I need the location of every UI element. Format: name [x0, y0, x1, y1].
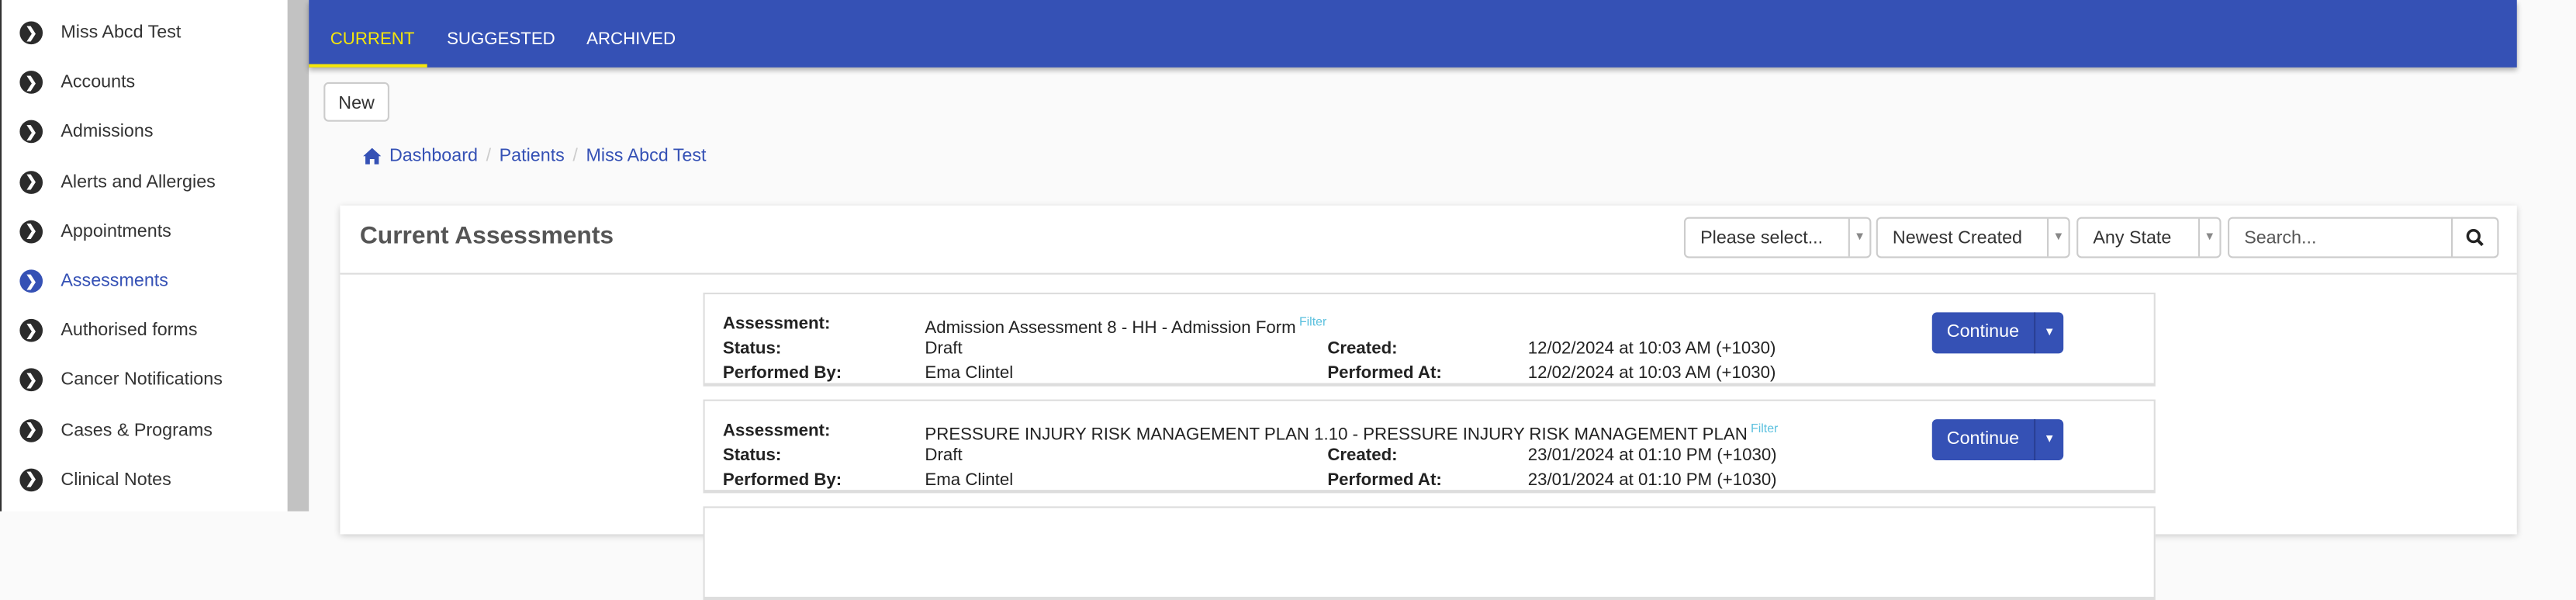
- sort-select[interactable]: Newest Created ▼: [1876, 217, 2070, 258]
- sidebar-item-label: Appointments: [61, 221, 171, 241]
- assessment-name-text: Admission Assessment 8 - HH - Admission …: [925, 317, 1296, 338]
- assessment-card: Assessment: Admission Assessment 8 - HH …: [703, 293, 2156, 387]
- caret-down-icon: ▼: [2047, 218, 2069, 257]
- type-select-value: Please select...: [1700, 228, 1824, 248]
- sidebar-item[interactable]: ❯ Admissions: [2, 107, 288, 157]
- home-icon: [363, 147, 382, 165]
- sidebar-item[interactable]: ❯ Miss Abcd Test: [2, 9, 288, 58]
- caret-down-icon: ▼: [1848, 218, 1870, 257]
- panel-title: Current Assessments: [359, 221, 614, 250]
- search-icon: [2466, 228, 2484, 247]
- assessment-name: PRESSURE INJURY RISK MANAGEMENT PLAN 1.1…: [925, 421, 1778, 445]
- assessment-name: Admission Assessment 8 - HH - Admission …: [925, 314, 1326, 338]
- continue-button[interactable]: Continue: [1932, 312, 2036, 354]
- continue-button-group: Continue ▼: [1931, 419, 2064, 461]
- created-value: 23/01/2024 at 01:10 PM (+1030): [1527, 445, 1777, 466]
- sidebar-item-label: Authorised forms: [61, 321, 198, 341]
- search-input[interactable]: [2228, 217, 2453, 258]
- status-value: Draft: [925, 445, 963, 466]
- continue-button-group: Continue ▼: [1931, 312, 2064, 354]
- chevron-right-circle-icon: ❯: [19, 319, 43, 342]
- breadcrumb: Dashboard / Patients / Miss Abcd Test: [363, 147, 706, 166]
- assessment-card: [703, 506, 2156, 600]
- assessment-card: Assessment: PRESSURE INJURY RISK MANAGEM…: [703, 399, 2156, 494]
- sidebar-item[interactable]: ❯ Assessments: [2, 256, 288, 306]
- sidebar-item-label: Miss Abcd Test: [61, 23, 182, 43]
- state-select[interactable]: Any State ▼: [2076, 217, 2222, 258]
- tab-bar: CURRENT SUGGESTED ARCHIVED: [309, 0, 2517, 68]
- performed-by-value: Ema Clintel: [925, 470, 1014, 491]
- created-label: Created:: [1327, 445, 1398, 466]
- sort-select-value: Newest Created: [1892, 228, 2022, 248]
- sidebar-item[interactable]: ❯ Cancer Notifications: [2, 355, 288, 405]
- new-button[interactable]: New: [323, 82, 389, 122]
- caret-down-icon: ▼: [2197, 218, 2220, 257]
- performed-by-value: Ema Clintel: [925, 363, 1014, 383]
- divider: [340, 272, 2517, 275]
- sidebar-item-label: Cases & Programs: [61, 420, 213, 440]
- sidebar-item-label: Assessments: [61, 271, 168, 291]
- sidebar-scrollbar[interactable]: [287, 0, 309, 512]
- sidebar-item[interactable]: ❯ Clinical Notes: [2, 455, 288, 505]
- chevron-right-circle-icon: ❯: [19, 21, 43, 45]
- breadcrumb-patient[interactable]: Miss Abcd Test: [586, 146, 707, 166]
- continue-button[interactable]: Continue: [1932, 419, 2036, 461]
- performed-at-value: 23/01/2024 at 01:10 PM (+1030): [1527, 470, 1777, 491]
- chevron-right-circle-icon: ❯: [19, 468, 43, 491]
- breadcrumb-dashboard[interactable]: Dashboard: [389, 146, 478, 166]
- sidebar-item[interactable]: ❯ Cases & Programs: [2, 405, 288, 455]
- status-value: Draft: [925, 338, 963, 359]
- caret-down-icon[interactable]: ▼: [2043, 434, 2056, 446]
- sidebar-item-label: Admissions: [61, 122, 154, 142]
- tab-suggested[interactable]: SUGGESTED: [447, 29, 555, 50]
- assessment-name-text: PRESSURE INJURY RISK MANAGEMENT PLAN 1.1…: [925, 425, 1748, 445]
- chevron-right-circle-icon: ❯: [19, 269, 43, 293]
- created-label: Created:: [1327, 338, 1398, 359]
- sidebar-item-label: Clinical Notes: [61, 470, 171, 490]
- tab-current[interactable]: CURRENT: [309, 0, 427, 68]
- assessments-panel: Current Assessments Please select... ▼ Ne…: [340, 205, 2517, 600]
- assessment-label: Assessment:: [722, 421, 831, 441]
- performed-at-label: Performed At:: [1327, 470, 1442, 491]
- filter-link[interactable]: Filter: [1298, 314, 1327, 329]
- performed-by-label: Performed By:: [722, 363, 842, 383]
- breadcrumb-separator: /: [486, 146, 492, 166]
- sidebar-item-label: Cancer Notifications: [61, 370, 223, 390]
- chevron-right-circle-icon: ❯: [19, 71, 43, 95]
- performed-by-label: Performed By:: [722, 470, 842, 491]
- search-button[interactable]: [2451, 217, 2499, 258]
- chevron-right-circle-icon: ❯: [19, 369, 43, 392]
- type-select[interactable]: Please select... ▼: [1683, 217, 1872, 258]
- sidebar-item[interactable]: ❯ Authorised forms: [2, 306, 288, 355]
- status-label: Status:: [722, 338, 782, 359]
- sidebar-item[interactable]: ❯ Alerts and Allergies: [2, 157, 288, 206]
- state-select-value: Any State: [2093, 228, 2172, 248]
- sidebar-item[interactable]: ❯ Appointments: [2, 206, 288, 256]
- status-label: Status:: [722, 445, 782, 466]
- tab-archived[interactable]: ARCHIVED: [586, 29, 676, 50]
- filter-link[interactable]: Filter: [1751, 421, 1779, 436]
- assessment-label: Assessment:: [722, 314, 831, 334]
- sidebar: ❯ Miss Abcd Test ❯ Accounts ❯ Admissions ❯ Aler…: [0, 0, 288, 512]
- sidebar-item-label: Alerts and Allergies: [61, 172, 216, 192]
- performed-at-label: Performed At:: [1327, 363, 1442, 383]
- chevron-right-circle-icon: ❯: [19, 170, 43, 194]
- created-value: 12/02/2024 at 10:03 AM (+1030): [1527, 338, 1776, 359]
- performed-at-value: 12/02/2024 at 10:03 AM (+1030): [1527, 363, 1776, 383]
- breadcrumb-patients[interactable]: Patients: [499, 146, 565, 166]
- sidebar-item[interactable]: ❯ Accounts: [2, 58, 288, 108]
- chevron-right-circle-icon: ❯: [19, 418, 43, 442]
- breadcrumb-separator: /: [572, 146, 578, 166]
- chevron-right-circle-icon: ❯: [19, 220, 43, 244]
- sidebar-item-label: Accounts: [61, 72, 136, 93]
- caret-down-icon[interactable]: ▼: [2043, 327, 2056, 339]
- chevron-right-circle-icon: ❯: [19, 120, 43, 144]
